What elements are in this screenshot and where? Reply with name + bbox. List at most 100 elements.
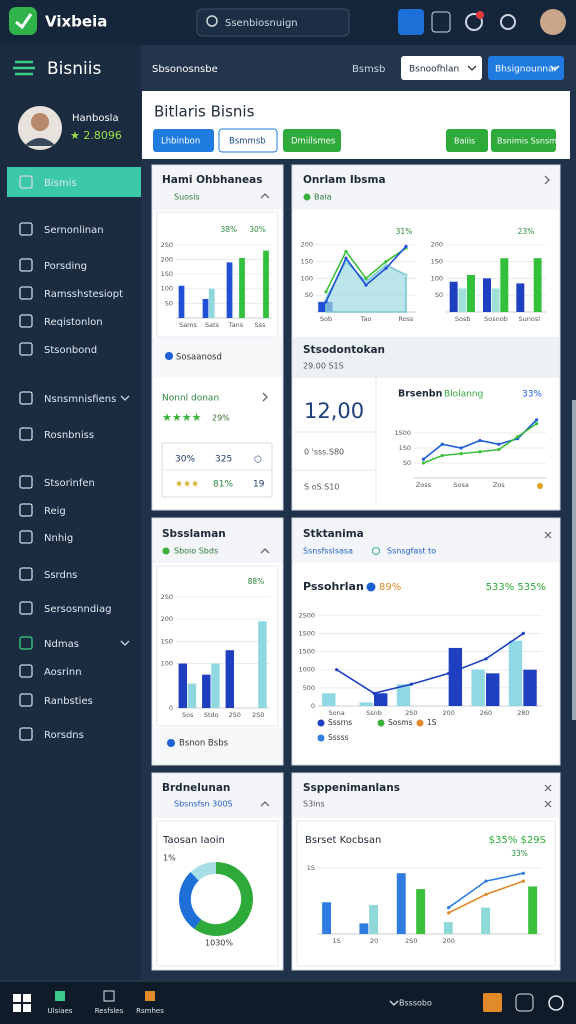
chevron[interactable] [467,65,477,71]
table-cell: ★★★ [175,480,199,490]
chevron[interactable] [120,395,130,401]
kpi-row: 0 'sss.S80 [304,448,344,457]
legend-swatch [366,582,376,592]
point [409,682,413,686]
y-tick-label: 200 [161,615,173,623]
y-tick-label: 1S0 [161,637,173,645]
rating-title: Nonnl donan [162,394,219,404]
close-icon[interactable] [544,784,552,792]
tray-icon[interactable] [548,995,564,1011]
menu-item[interactable]: Rorsdns [44,730,84,741]
y-tick-label: 2S0 [161,593,173,601]
menu-item[interactable]: Sersosnndiag [44,604,111,615]
menu-item[interactable]: Porsding [44,261,87,272]
app-icon[interactable] [145,991,155,1001]
app-icon[interactable] [103,990,115,1002]
y-tick-label: 1S [307,864,315,872]
start-icon[interactable] [13,994,21,1002]
menu-item[interactable]: Ssrdns [44,570,77,581]
action-button[interactable] [491,129,556,152]
chart-panel [156,820,279,967]
bar [178,285,185,318]
menu-item[interactable]: Ranbsties [44,696,93,707]
bar [322,693,336,706]
icon-button[interactable] [398,9,424,35]
chevron[interactable] [260,801,270,807]
select[interactable] [401,56,482,80]
card-subtitle: Suosis [174,193,200,202]
x-tick-label: 200 [442,937,454,945]
avatar[interactable] [540,9,566,35]
menu-item[interactable]: Ndmas [44,639,79,650]
bar [508,640,523,706]
y-tick-label: 0 [311,702,315,710]
menu-item[interactable]: Reig [44,506,66,517]
primary-button[interactable] [488,56,564,80]
chart-note: 1% [163,854,176,863]
x-tick-label: Tao [360,315,372,323]
value-label: 33% [511,849,528,858]
x-tick-label: Sob [320,315,332,323]
menu-item[interactable]: Bismis [44,178,77,189]
point [478,450,482,454]
notification-icon[interactable] [465,13,483,31]
close-icon[interactable] [544,800,552,808]
chevron[interactable] [260,193,270,199]
menu-icon[interactable] [13,60,35,76]
settings-icon[interactable] [500,14,516,30]
menu-item[interactable]: Ramsshstesiopt [44,289,123,300]
search-icon [206,15,218,27]
bar [202,298,209,318]
menu-item[interactable]: Reqistonlon [44,317,103,328]
point [421,457,426,461]
menu-item[interactable]: Stsonbond [44,345,97,356]
logo-icon [9,7,37,35]
y-tick-label: 200 [301,241,313,249]
chevron[interactable] [550,65,560,71]
legend-label: Sssss [328,733,348,742]
header-link[interactable]: Bsmsb [352,64,385,75]
menu-icon [19,342,33,356]
bar [481,907,491,934]
menu-icon [19,503,33,517]
action-button[interactable] [446,129,488,152]
legend-label: 1S [427,718,437,727]
icon-button[interactable] [431,11,451,33]
chevron[interactable] [262,392,268,402]
chevron[interactable] [120,640,130,646]
chevron[interactable] [389,1000,399,1006]
bar [449,281,458,312]
x-tick-label: Stdo [204,711,219,719]
table-cell: ○ [254,455,262,465]
menu-item[interactable]: Rosnbniss [44,430,94,441]
chevron[interactable] [544,175,550,185]
card-subtitle: Baia [314,193,332,202]
point [384,259,388,264]
profile-face [31,113,49,131]
tab[interactable] [218,128,278,153]
point [447,905,451,910]
search-placeholder: Ssenbiosnuign [225,18,298,29]
menu-icon [19,567,33,581]
tray-icon[interactable] [515,993,534,1012]
point [364,276,368,280]
search-box[interactable] [196,8,350,37]
x-tick-label: Tans [228,321,244,329]
tab[interactable] [283,129,341,152]
tray-icon[interactable] [483,993,502,1012]
tab-active[interactable] [153,129,214,152]
card-header [153,519,282,563]
app-icon[interactable] [55,991,65,1001]
menu-item[interactable]: Aosrinn [44,667,82,678]
point [534,418,539,422]
chevron[interactable] [260,548,270,554]
menu-item[interactable]: Stsorinfen [44,478,95,489]
close-icon[interactable] [544,531,552,539]
menu-item[interactable]: Nsnsmnisfiens [44,394,116,405]
bar [471,669,485,706]
tab-label: Dmiilsmes [291,137,336,147]
point [459,452,463,456]
menu-item[interactable]: Nnhig [44,533,73,544]
menu-item[interactable]: Sernonlinan [44,225,104,236]
card-title: Stktanima [303,528,364,540]
